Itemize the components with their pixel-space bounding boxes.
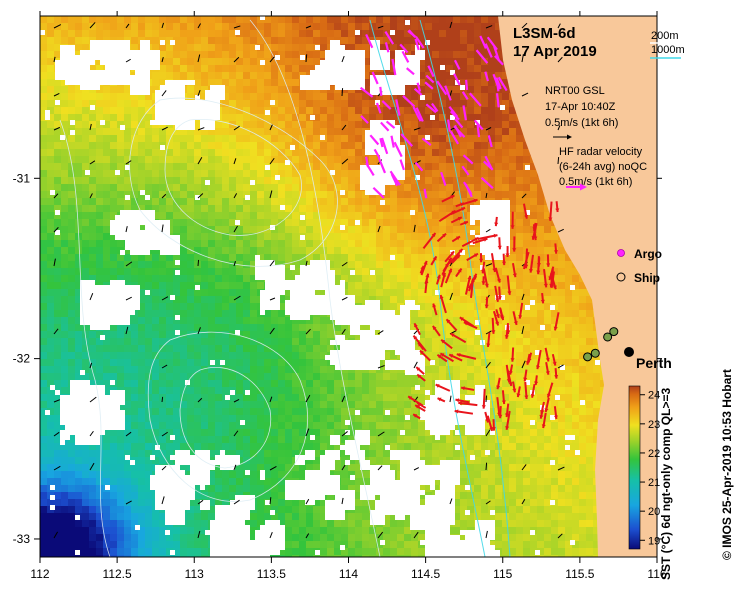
colorbar-tick-label: 22: [648, 448, 660, 460]
y-tick-label: -32: [13, 352, 31, 366]
cloud-gaps: [40, 16, 657, 557]
perth-label: Perth: [636, 355, 672, 371]
hf-legend-line2: (6-24h avg) noQC: [559, 161, 647, 173]
colorbar: 24 23 22 21 20 19 SST (°C) 6d ngt-only comp Q…: [628, 385, 673, 580]
x-tick-label: 112: [30, 567, 49, 581]
ship-legend-symbol: [616, 272, 626, 282]
x-tick-label: 115: [493, 567, 512, 581]
x-tick-label: 116: [647, 567, 666, 581]
wind-legend-line3: 0.5m/s (1kt 6h): [545, 117, 618, 129]
x-axis: 112 112.5 113 113.5 114 114.5 115 115.5 116: [30, 11, 667, 581]
colorbar-bar: [628, 385, 641, 550]
colorbar-tick-label: 21: [648, 477, 660, 489]
map-area: [40, 16, 657, 557]
ship-legend-label: Ship: [634, 271, 660, 285]
perth-marker: [624, 347, 634, 357]
land: [498, 16, 657, 557]
ship-marker: [583, 352, 593, 362]
wind-legend-line1: NRT00 GSL: [545, 85, 605, 97]
colorbar-tick-label: 20: [648, 506, 660, 518]
wind-arrows: [53, 21, 565, 539]
x-tick-label: 114: [339, 567, 358, 581]
ship-marker: [590, 348, 600, 358]
argo-legend-label: Argo: [634, 247, 662, 261]
scale-200m-label: 200m: [651, 30, 679, 42]
ship-marker: [609, 327, 619, 337]
hf-legend-line3: 0.5m/s (1kt 6h): [559, 176, 632, 188]
x-tick-label: 112.5: [103, 567, 132, 581]
colorbar-tick-label: 19: [648, 535, 660, 547]
x-tick-label: 114.5: [411, 567, 440, 581]
credit-text: © IMOS 25-Apr-2019 10:53 Hobart: [720, 369, 734, 560]
ship-marker: [603, 332, 613, 342]
x-tick-label: 113: [185, 567, 204, 581]
y-axis: -31 -32 -33: [13, 171, 662, 546]
product-title: L3SM-6d: [513, 25, 576, 42]
date-title: 17 Apr 2019: [513, 43, 597, 60]
hf-radar-arrows: [407, 194, 560, 432]
colorbar-title: SST (°C) 6d ngt-only comp QL>=3: [659, 388, 673, 580]
argo-legend-symbol: [617, 249, 625, 257]
ship-markers: [583, 327, 619, 362]
bathymetry-contours: [59, 19, 511, 557]
argo-velocity-arrows: [359, 29, 508, 199]
colorbar-tick-label: 24: [648, 390, 660, 402]
colorbar-tick-label: 23: [648, 419, 660, 431]
y-tick-label: -33: [13, 532, 31, 546]
wind-legend-arrow: [553, 134, 572, 140]
hf-legend-arrow: [566, 183, 587, 191]
x-tick-label: 113.5: [257, 567, 286, 581]
wind-legend-line2: 17-Apr 10:40Z: [545, 101, 616, 113]
x-tick-label: 115.5: [565, 567, 594, 581]
hf-legend-line1: HF radar velocity: [559, 146, 643, 158]
y-tick-label: -31: [13, 171, 31, 185]
scale-1000m-label: 1000m: [651, 44, 685, 56]
